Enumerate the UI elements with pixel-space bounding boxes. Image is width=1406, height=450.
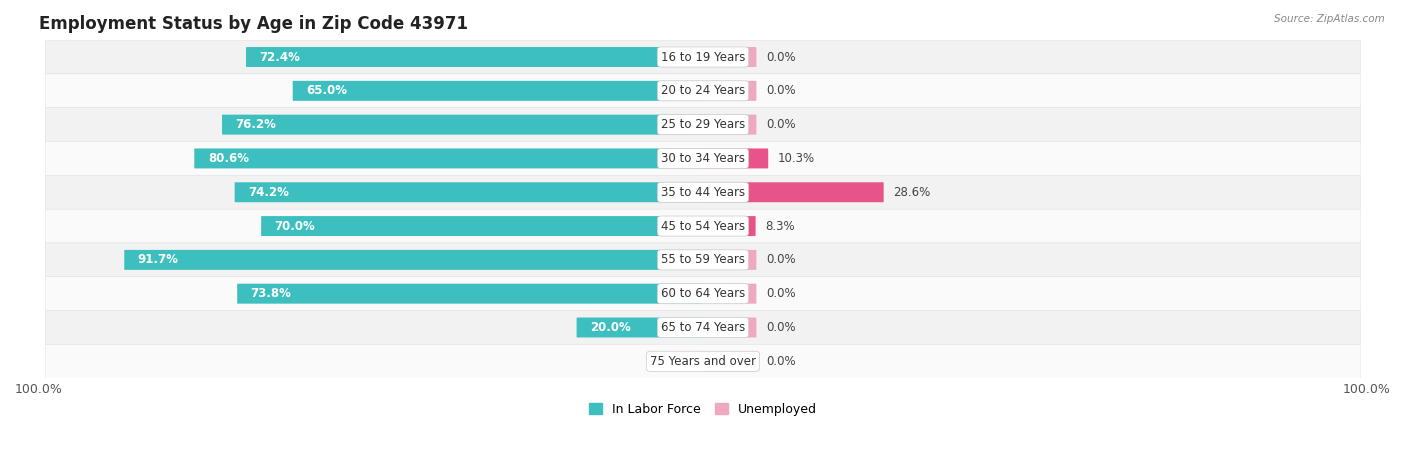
FancyBboxPatch shape [222, 115, 703, 135]
FancyBboxPatch shape [45, 243, 1361, 277]
Text: 0.0%: 0.0% [766, 253, 796, 266]
FancyBboxPatch shape [703, 318, 756, 338]
FancyBboxPatch shape [703, 148, 768, 168]
FancyBboxPatch shape [238, 284, 703, 304]
Text: 8.3%: 8.3% [765, 220, 794, 233]
FancyBboxPatch shape [45, 108, 1361, 142]
FancyBboxPatch shape [124, 250, 703, 270]
Text: 80.6%: 80.6% [208, 152, 249, 165]
Text: Source: ZipAtlas.com: Source: ZipAtlas.com [1274, 14, 1385, 23]
Text: 72.4%: 72.4% [260, 50, 301, 63]
Text: 20 to 24 Years: 20 to 24 Years [661, 84, 745, 97]
FancyBboxPatch shape [235, 182, 703, 202]
FancyBboxPatch shape [45, 40, 1361, 74]
FancyBboxPatch shape [45, 209, 1361, 243]
Text: 0.0%: 0.0% [659, 355, 690, 368]
FancyBboxPatch shape [703, 182, 883, 202]
FancyBboxPatch shape [262, 216, 703, 236]
Text: 28.6%: 28.6% [893, 186, 931, 199]
Text: 74.2%: 74.2% [249, 186, 290, 199]
FancyBboxPatch shape [703, 81, 756, 101]
Text: 0.0%: 0.0% [766, 321, 796, 334]
Legend: In Labor Force, Unemployed: In Labor Force, Unemployed [589, 403, 817, 416]
Text: 35 to 44 Years: 35 to 44 Years [661, 186, 745, 199]
Text: 91.7%: 91.7% [138, 253, 179, 266]
FancyBboxPatch shape [45, 142, 1361, 176]
FancyBboxPatch shape [45, 74, 1361, 108]
FancyBboxPatch shape [703, 284, 756, 304]
Text: 0.0%: 0.0% [766, 118, 796, 131]
FancyBboxPatch shape [194, 148, 703, 168]
Text: 75 Years and over: 75 Years and over [650, 355, 756, 368]
FancyBboxPatch shape [703, 216, 755, 236]
Text: 65.0%: 65.0% [307, 84, 347, 97]
FancyBboxPatch shape [703, 351, 756, 371]
Text: 45 to 54 Years: 45 to 54 Years [661, 220, 745, 233]
Text: 10.3%: 10.3% [778, 152, 815, 165]
Text: 0.0%: 0.0% [766, 50, 796, 63]
FancyBboxPatch shape [45, 344, 1361, 378]
Text: 55 to 59 Years: 55 to 59 Years [661, 253, 745, 266]
FancyBboxPatch shape [45, 277, 1361, 310]
Text: 0.0%: 0.0% [766, 84, 796, 97]
FancyBboxPatch shape [703, 250, 756, 270]
Text: Employment Status by Age in Zip Code 43971: Employment Status by Age in Zip Code 439… [39, 15, 468, 33]
FancyBboxPatch shape [576, 318, 703, 338]
Text: 0.0%: 0.0% [766, 355, 796, 368]
Text: 30 to 34 Years: 30 to 34 Years [661, 152, 745, 165]
FancyBboxPatch shape [246, 47, 703, 67]
Text: 76.2%: 76.2% [236, 118, 277, 131]
Text: 20.0%: 20.0% [591, 321, 631, 334]
FancyBboxPatch shape [703, 115, 756, 135]
FancyBboxPatch shape [292, 81, 703, 101]
FancyBboxPatch shape [45, 176, 1361, 209]
Text: 25 to 29 Years: 25 to 29 Years [661, 118, 745, 131]
Text: 65 to 74 Years: 65 to 74 Years [661, 321, 745, 334]
Text: 0.0%: 0.0% [766, 287, 796, 300]
Text: 70.0%: 70.0% [274, 220, 315, 233]
Text: 60 to 64 Years: 60 to 64 Years [661, 287, 745, 300]
Text: 73.8%: 73.8% [250, 287, 291, 300]
FancyBboxPatch shape [703, 47, 756, 67]
FancyBboxPatch shape [45, 310, 1361, 344]
Text: 16 to 19 Years: 16 to 19 Years [661, 50, 745, 63]
